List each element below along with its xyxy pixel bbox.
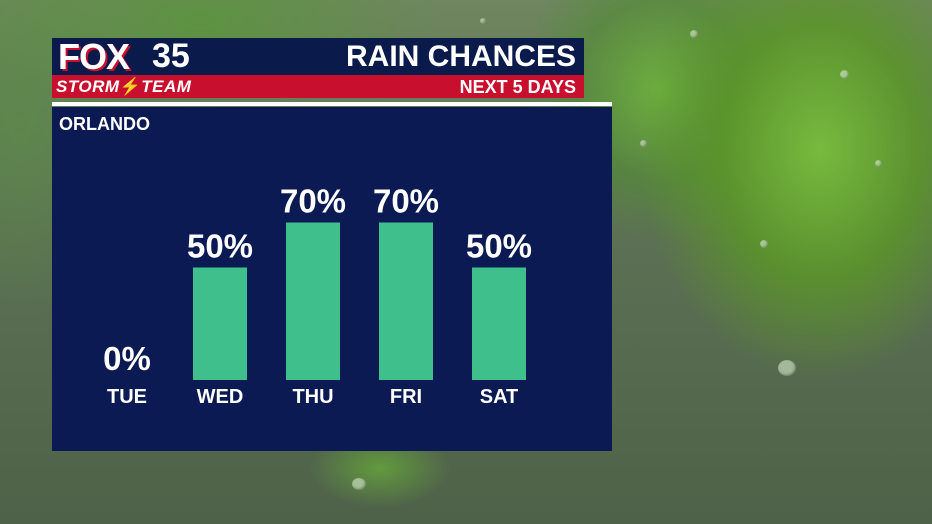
day-label: WED — [197, 386, 244, 408]
value-label: 0% — [103, 340, 151, 377]
day-label: THU — [292, 386, 333, 408]
storm-team-banner: STORM⚡TEAM — [52, 75, 220, 98]
logo-channel-number: 35 — [152, 37, 190, 75]
bar-wed — [193, 267, 247, 380]
water-drop — [690, 30, 698, 38]
value-label: 70% — [373, 183, 439, 220]
page-subtitle: NEXT 5 DAYS — [459, 77, 576, 97]
water-drop — [760, 240, 768, 248]
lightning-bolt-icon: ⚡ — [119, 77, 142, 96]
water-drop — [352, 478, 366, 490]
fox35-logo: FOX 35 — [52, 36, 220, 77]
water-drop — [875, 160, 882, 167]
location-label: ORLANDO — [59, 114, 150, 134]
storm-team-label: STORM⚡TEAM — [56, 77, 192, 96]
day-label: FRI — [390, 386, 422, 408]
page-title: RAIN CHANCES — [345, 40, 576, 73]
water-drop — [840, 70, 849, 79]
day-label: SAT — [480, 386, 519, 408]
bar-sat — [472, 267, 526, 380]
bar-thu — [286, 222, 340, 380]
value-label: 50% — [466, 228, 532, 265]
divider-line — [52, 102, 612, 106]
chart-panel: ORLANDO 0% TUE 50% WED 70% THU 70% FRI 50% SAT — [52, 107, 612, 451]
rain-chance-bar-chart: 0% TUE 50% WED 70% THU 70% FRI 50% SAT — [103, 183, 532, 409]
subtitle-bar: NEXT 5 DAYS — [220, 75, 584, 98]
value-label: 50% — [187, 228, 253, 265]
water-drop — [640, 140, 647, 147]
bar-fri — [379, 222, 433, 380]
water-drop — [778, 360, 796, 376]
logo-fox-text: FOX — [58, 36, 130, 77]
title-bar: RAIN CHANCES — [220, 38, 584, 75]
header: FOX 35 STORM⚡TEAM RAIN CHANCES NEXT 5 DA… — [52, 36, 584, 98]
value-label: 70% — [280, 183, 346, 220]
water-drop — [480, 18, 486, 24]
day-label: TUE — [107, 386, 147, 408]
